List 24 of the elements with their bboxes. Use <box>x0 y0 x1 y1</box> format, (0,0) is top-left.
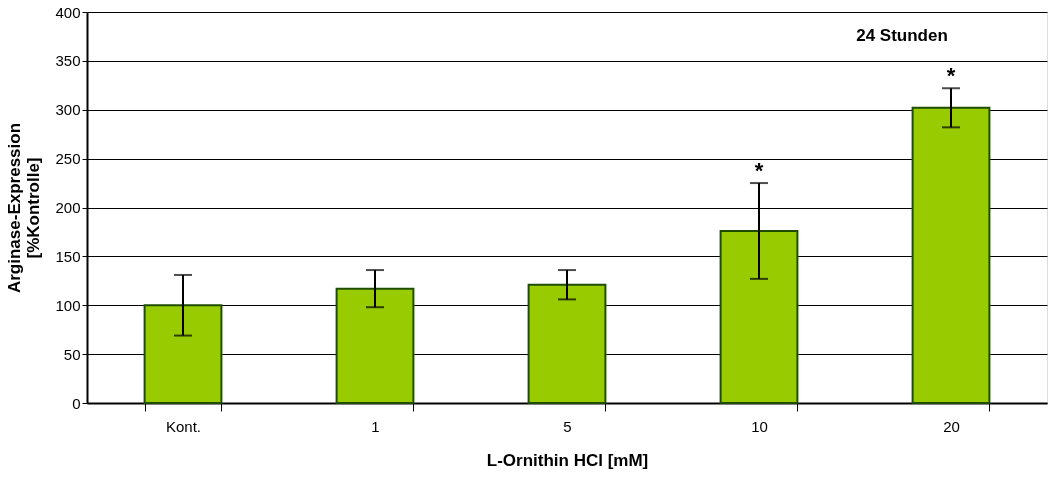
y-tick-label: 100 <box>55 296 81 314</box>
y-tick-label: 250 <box>55 150 81 168</box>
y-axis-title: Arginase-Expression [%Kontrolle] <box>5 122 44 294</box>
annotation: * <box>946 63 956 89</box>
y-tick-label: 200 <box>55 199 81 216</box>
x-tick-label: 20 <box>943 417 960 435</box>
y-tick-label: 400 <box>55 3 81 21</box>
y-tick-label: 50 <box>63 345 81 363</box>
bar <box>335 287 415 404</box>
x-tick-label: 10 <box>751 417 768 435</box>
x-axis-title: L-Ornithin HCl [mM] <box>486 450 649 470</box>
x-tick-label: 1 <box>371 417 380 435</box>
bar <box>911 106 991 404</box>
annotation: 24 Stunden <box>856 26 948 45</box>
annotation: * <box>754 158 764 184</box>
y-tick-label: 350 <box>55 52 81 70</box>
x-tick-label: 5 <box>563 417 572 435</box>
x-tick-label: Kont. <box>165 417 202 435</box>
bar <box>719 229 799 404</box>
bar <box>527 283 607 404</box>
y-tick-label: 0 <box>72 394 81 412</box>
y-tick-label: 150 <box>55 247 81 265</box>
bar <box>143 304 223 404</box>
y-tick-label: 300 <box>55 101 81 119</box>
